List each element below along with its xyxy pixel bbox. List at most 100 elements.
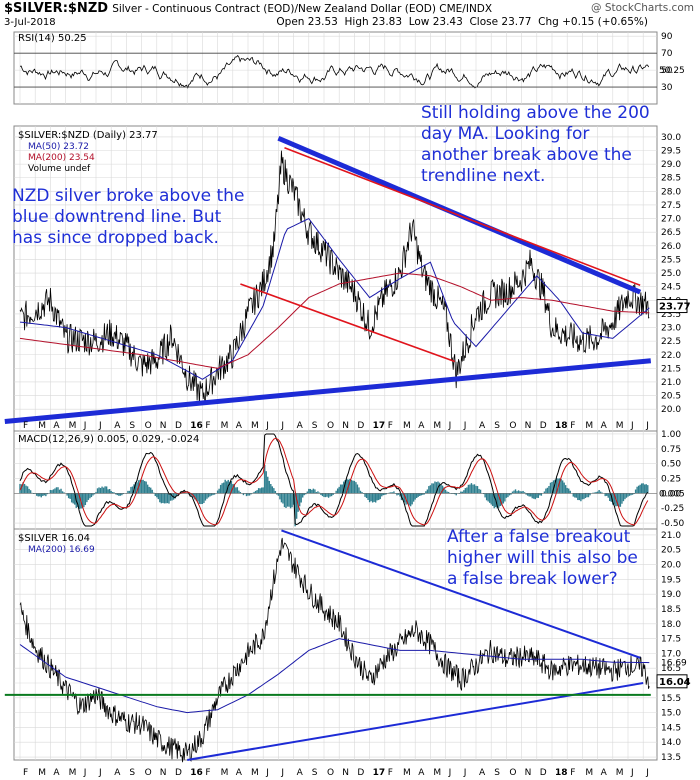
y-tick-label: 1.00 bbox=[661, 430, 681, 440]
y-tick-label: 90 bbox=[661, 32, 673, 42]
x-tick-label: A bbox=[297, 421, 304, 431]
y-tick-label: 28.0 bbox=[661, 187, 681, 197]
y-tick-label: 50 bbox=[661, 66, 673, 76]
silver-ma200-value: 16.69 bbox=[661, 659, 687, 669]
x-tick-label: A bbox=[601, 421, 608, 431]
macd-title: MACD(12,26,9) 0.005, 0.029, -0.024 bbox=[18, 434, 199, 445]
last-price-label: 16.04 bbox=[659, 677, 691, 688]
y-tick-label: 20.5 bbox=[661, 392, 681, 402]
x-tick-label: J bbox=[280, 768, 284, 778]
x-tick-label: J bbox=[98, 768, 102, 778]
x-tick-label: D bbox=[175, 768, 182, 778]
x-tick-label: O bbox=[327, 768, 334, 778]
y-tick-label: 0.25 bbox=[661, 475, 681, 485]
x-tick-label: 18 bbox=[555, 421, 568, 431]
annotation-top-right: Still holding above the 200 day MA. Look… bbox=[421, 103, 650, 186]
x-tick-label: F bbox=[205, 421, 210, 431]
x-tick-label: J bbox=[83, 768, 87, 778]
rsi-title: RSI(14) 50.25 bbox=[18, 33, 87, 44]
y-tick-label: 26.0 bbox=[661, 242, 681, 252]
legend-ma50: MA(50) 23.72 bbox=[28, 142, 89, 152]
x-tick-label: F bbox=[23, 768, 28, 778]
y-tick-label: 15.0 bbox=[661, 709, 681, 719]
y-tick-label: 17.0 bbox=[661, 649, 681, 659]
source-label: @ StockCharts.com bbox=[591, 2, 694, 14]
x-tick-label: A bbox=[418, 768, 425, 778]
x-tick-label: J bbox=[463, 768, 467, 778]
x-tick-label: A bbox=[236, 768, 243, 778]
x-tick-label: A bbox=[297, 768, 304, 778]
y-tick-label: 23.5 bbox=[661, 310, 681, 320]
macd-last-value: 0.005 bbox=[659, 489, 685, 499]
y-tick-label: 21.0 bbox=[661, 531, 681, 541]
y-tick-label: 19.0 bbox=[661, 590, 681, 600]
y-tick-label: 14.0 bbox=[661, 738, 681, 748]
x-tick-label: N bbox=[525, 421, 532, 431]
ma50-line bbox=[19, 217, 650, 380]
y-tick-label: 28.5 bbox=[661, 174, 681, 184]
silver-title: $SILVER 16.04 bbox=[18, 533, 90, 544]
x-tick-label: A bbox=[236, 421, 243, 431]
x-tick-label: N bbox=[525, 768, 532, 778]
x-tick-label: 18 bbox=[555, 768, 568, 778]
y-tick-label: 20.0 bbox=[661, 405, 681, 415]
y-tick-label: 17.5 bbox=[661, 635, 681, 645]
x-tick-label: N bbox=[160, 768, 167, 778]
symbol-description: Silver - Continuous Contract (EOD)/New Z… bbox=[112, 3, 493, 15]
last-price-box bbox=[656, 299, 688, 314]
symbol-title: $SILVER:$NZD bbox=[4, 1, 109, 16]
x-tick-label: N bbox=[342, 768, 349, 778]
y-tick-label: 30.0 bbox=[661, 133, 681, 143]
x-tick-label: J bbox=[83, 421, 87, 431]
annotation-top-left: NZD silver broke above the blue downtren… bbox=[12, 186, 245, 248]
x-tick-label: M bbox=[38, 421, 46, 431]
x-tick-label: D bbox=[540, 421, 547, 431]
x-tick-label: M bbox=[585, 421, 593, 431]
y-tick-label: 27.0 bbox=[661, 215, 681, 225]
x-tick-label: J bbox=[280, 421, 284, 431]
x-tick-label: S bbox=[494, 421, 500, 431]
x-tick-label: J bbox=[463, 421, 467, 431]
x-tick-label: A bbox=[53, 421, 60, 431]
x-tick-label: A bbox=[601, 768, 608, 778]
y-tick-label: 14.5 bbox=[661, 723, 681, 733]
ma200-line bbox=[19, 638, 650, 714]
y-tick-label: 13.5 bbox=[661, 753, 681, 763]
y-tick-label: 26.5 bbox=[661, 228, 681, 238]
x-tick-label: 17 bbox=[373, 768, 386, 778]
y-tick-label: 21.5 bbox=[661, 364, 681, 374]
ma200-line bbox=[19, 272, 650, 369]
y-tick-label: 18.5 bbox=[661, 605, 681, 615]
x-tick-label: M bbox=[585, 768, 593, 778]
y-tick-label: -0.25 bbox=[661, 504, 684, 514]
date-label: 3-Jul-2018 bbox=[4, 17, 56, 28]
x-tick-label: A bbox=[479, 768, 486, 778]
x-tick-label: J bbox=[645, 421, 649, 431]
silver-price-line bbox=[19, 537, 650, 763]
x-tick-label: M bbox=[403, 768, 411, 778]
annotation-bottom: After a false breakout higher will this … bbox=[447, 527, 638, 589]
price-title: $SILVER:$NZD (Daily) 23.77 bbox=[18, 130, 158, 141]
y-tick-label: 0.50 bbox=[661, 460, 681, 470]
y-tick-label: 24.5 bbox=[661, 283, 681, 293]
x-tick-label: A bbox=[53, 768, 60, 778]
rsi-panel-frame bbox=[13, 31, 658, 105]
y-tick-label: 70 bbox=[661, 49, 673, 59]
x-tick-label: M bbox=[69, 768, 77, 778]
x-tick-label: J bbox=[630, 421, 634, 431]
x-tick-label: N bbox=[160, 421, 167, 431]
x-tick-label: F bbox=[388, 768, 393, 778]
y-tick-label: 21.0 bbox=[661, 378, 681, 388]
x-tick-label: M bbox=[616, 768, 624, 778]
legend-ma200: MA(200) 23.54 bbox=[28, 153, 95, 163]
x-tick-label: M bbox=[251, 421, 259, 431]
chart-header: $SILVER:$NZD Silver - Continuous Contrac… bbox=[0, 0, 700, 32]
x-tick-label: 16 bbox=[190, 421, 203, 431]
x-tick-label: O bbox=[327, 421, 334, 431]
x-tick-label: M bbox=[221, 768, 229, 778]
x-tick-label: F bbox=[570, 421, 575, 431]
blue-trendline bbox=[4, 358, 652, 424]
x-tick-label: J bbox=[645, 768, 649, 778]
y-tick-label: 16.5 bbox=[661, 664, 681, 674]
x-tick-label: O bbox=[145, 768, 152, 778]
